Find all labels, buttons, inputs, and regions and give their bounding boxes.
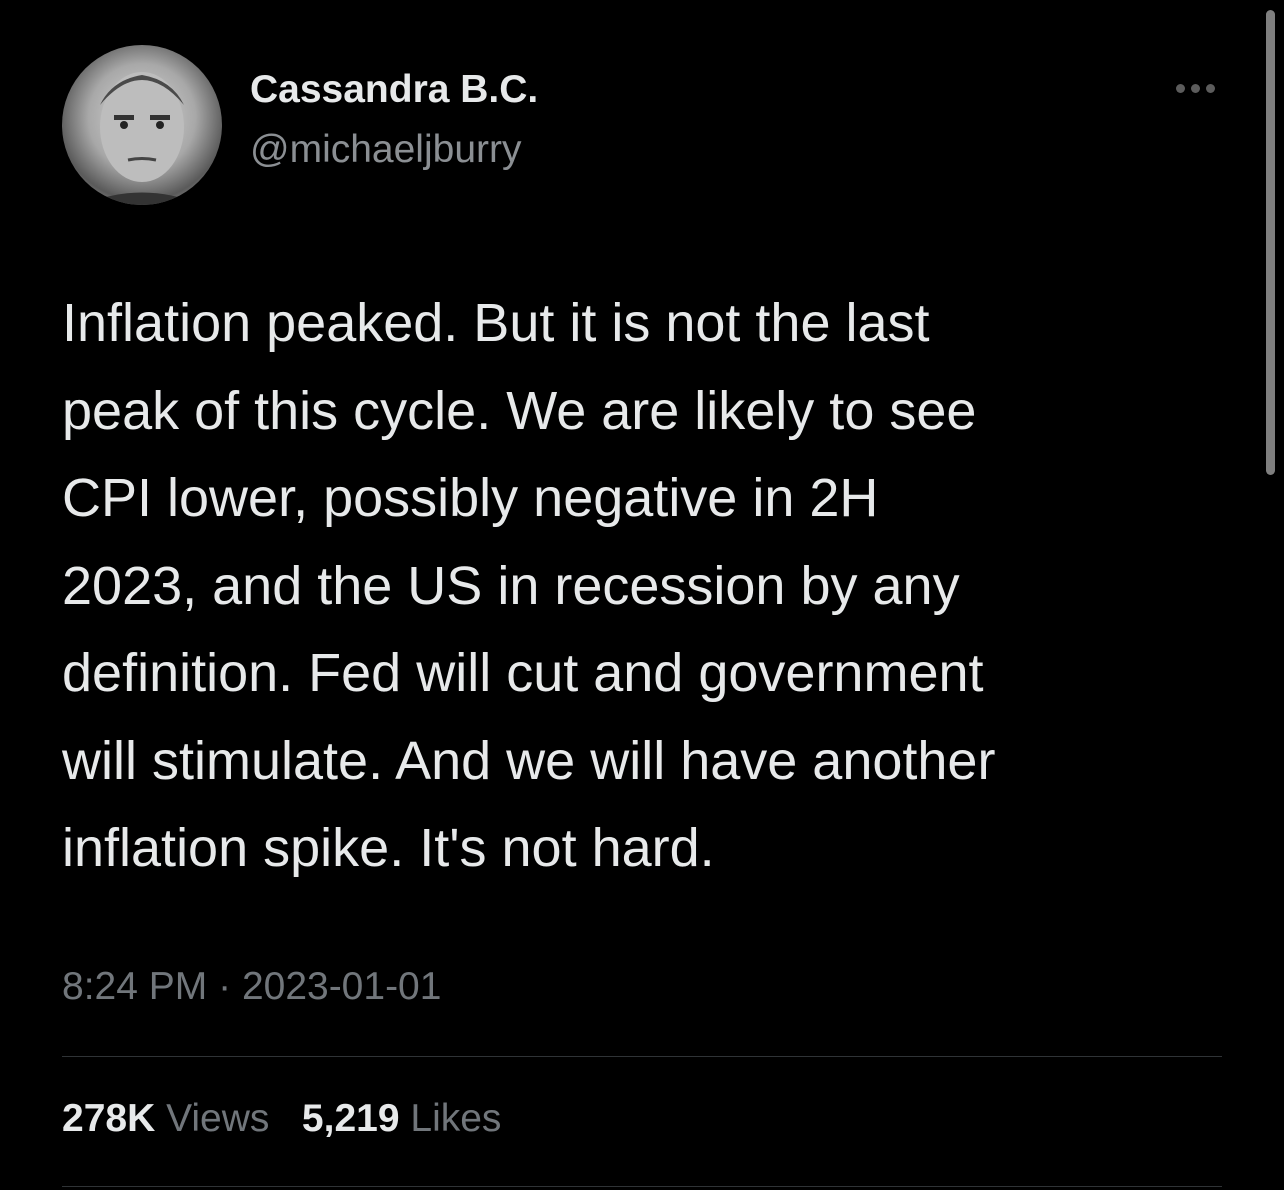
tweet-stats: 278K Views 5,219 Likes [62, 1097, 501, 1141]
separator: · [218, 965, 232, 1008]
more-dots-icon[interactable] [1176, 78, 1220, 98]
tweet-text-line: inflation spike. It's not hard. [62, 818, 715, 878]
views-label: Views [166, 1097, 270, 1140]
author-handle[interactable]: @michaeljburry [250, 128, 522, 171]
likes-count: 5,219 [301, 1097, 400, 1140]
avatar[interactable] [62, 45, 222, 205]
views-count: 278K [62, 1097, 156, 1140]
timestamp[interactable]: 8:24 PM · 2023-01-01 [62, 965, 441, 1009]
scrollbar[interactable] [1266, 10, 1275, 475]
tweet-text-line: CPI lower, possibly negative in 2H [62, 468, 879, 528]
likes-label: Likes [410, 1097, 502, 1140]
tweet-text-line: peak of this cycle. We are likely to see [62, 380, 977, 441]
divider [62, 1056, 1222, 1057]
tweet-text-line: definition. Fed will cut and government [62, 643, 984, 703]
tweet-text-line: Inflation peaked. But it is not the last [62, 293, 930, 353]
tweet-date: 2023-01-01 [241, 965, 442, 1008]
divider [62, 1186, 1222, 1187]
author-name[interactable]: Cassandra B.C. [250, 68, 539, 111]
avatar-portrait-icon [82, 72, 202, 205]
tweet-time: 8:24 PM [62, 965, 208, 1008]
tweet-text: Inflation peaked. But it is not the last… [62, 280, 995, 893]
tweet-text-line: 2023, and the US in recession by any [62, 555, 960, 616]
likes-stat[interactable]: 5,219 Likes [302, 1097, 502, 1140]
views-stat[interactable]: 278K Views [62, 1097, 269, 1140]
tweet-text-line: will stimulate. And we will have another [62, 730, 996, 791]
